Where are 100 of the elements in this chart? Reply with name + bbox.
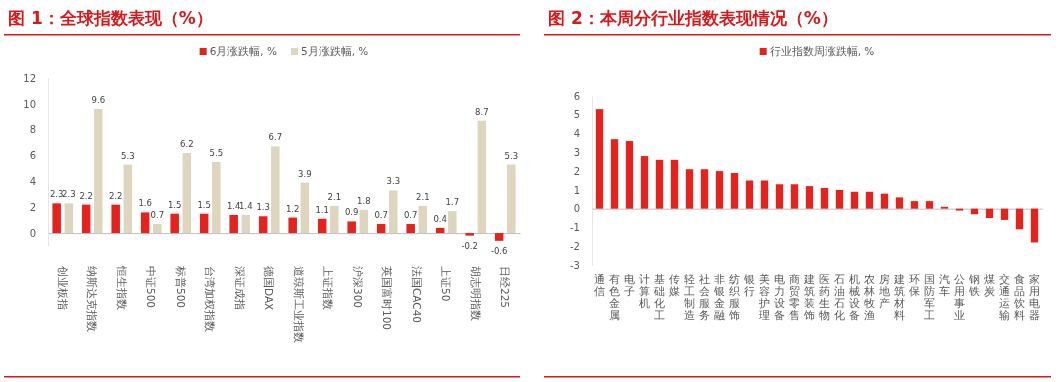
data-label: 1.2: [285, 203, 300, 214]
x-tick-label: 农林牧渔: [863, 273, 875, 321]
x-tick-label: 深证成指: [233, 266, 246, 310]
data-label: 5.3: [504, 150, 519, 161]
x-tick-label: 上证指数: [322, 266, 335, 310]
bar: [610, 139, 619, 209]
data-label: 2.2: [79, 190, 93, 201]
bar: [760, 180, 769, 209]
data-label: 3.3: [386, 176, 401, 187]
bar: [925, 201, 934, 209]
data-label: 0.4: [433, 213, 447, 224]
x-tick-label: 银行: [743, 273, 755, 297]
data-label: 8.7: [475, 106, 489, 117]
y-tick-label: -2: [570, 240, 580, 252]
bar: [805, 186, 814, 209]
chart-title: 图 1：全球指数表现（%）: [8, 8, 213, 28]
x-tick-label: 房地产: [878, 273, 890, 309]
bar: [435, 227, 445, 234]
bar: [448, 211, 457, 234]
y-tick-label: 4: [29, 176, 36, 188]
bar: [81, 204, 91, 234]
y-tick-label: 3: [573, 147, 580, 159]
bar: [111, 204, 120, 234]
data-label: 1.3: [256, 202, 270, 213]
bar: [140, 212, 150, 234]
bar: [406, 224, 415, 234]
x-tick-label: 上证50: [440, 266, 453, 302]
x-tick-label: 食品饮料: [1013, 273, 1025, 321]
bar: [300, 182, 310, 234]
data-label: -0.2: [461, 240, 478, 251]
bar: [895, 197, 904, 209]
bar: [241, 214, 251, 234]
x-tick-label: 英国富时100: [381, 266, 394, 331]
bar: [52, 203, 61, 234]
bar: [494, 233, 504, 241]
data-label: 1.4: [239, 200, 253, 211]
bar: [835, 189, 844, 209]
x-tick-label: 恒生指数: [115, 265, 128, 310]
bar: [730, 172, 739, 209]
data-label: 0.7: [403, 210, 418, 221]
legend-label: 5月涨跌幅, %: [301, 45, 369, 57]
bar: [1015, 208, 1024, 230]
bar: [359, 209, 369, 234]
y-tick-label: 6: [573, 90, 580, 102]
bar: [347, 221, 356, 234]
bar: [625, 141, 634, 209]
x-tick-label: 创业板指: [56, 266, 69, 310]
data-label: 5.5: [209, 148, 224, 158]
y-tick-label: 5: [573, 109, 580, 121]
bar: [910, 201, 919, 209]
x-tick-label: 法国CAC40: [410, 266, 423, 324]
bar: [418, 205, 428, 234]
data-label: 1.6: [138, 198, 152, 209]
bar: [820, 188, 829, 209]
data-label: 1.5: [197, 199, 211, 210]
data-label: 1.8: [357, 195, 371, 206]
bar: [655, 159, 664, 209]
bar: [715, 171, 724, 209]
x-tick-label: 医药生物: [819, 273, 830, 321]
y-tick-label: 0: [29, 227, 36, 239]
x-tick-label: 建筑材料: [893, 273, 905, 321]
bar: [775, 184, 784, 209]
bar: [745, 180, 754, 209]
x-tick-label: 交通运输: [999, 273, 1010, 321]
bar: [850, 191, 859, 209]
bar: [1000, 208, 1009, 220]
bar: [376, 224, 386, 234]
x-tick-label: 日经225: [499, 266, 512, 309]
y-tick-label: -1: [570, 222, 580, 234]
x-tick-label: 纳斯达克指数: [86, 266, 99, 332]
x-tick-label: 电力设备: [774, 273, 785, 321]
bar: [330, 205, 339, 234]
y-tick-label: 2: [573, 165, 580, 177]
data-label: 1.5: [167, 199, 182, 210]
x-tick-label: 沪深300: [351, 266, 364, 309]
x-tick-label: 基础化工: [653, 273, 665, 321]
x-tick-label: 计算机: [639, 273, 650, 309]
x-tick-label: 机械设备: [849, 273, 860, 321]
bar: [865, 191, 874, 209]
x-tick-label: 轻工制造: [684, 273, 695, 321]
bar: [640, 156, 649, 209]
bar: [985, 208, 994, 219]
x-tick-label: 德国DAX: [263, 266, 276, 311]
bar: [670, 159, 679, 209]
x-tick-label: 传媒: [669, 273, 680, 297]
x-tick-label: 汽车: [939, 273, 950, 297]
x-tick-label: 环保: [909, 273, 920, 297]
data-label: 2.3: [49, 189, 64, 200]
x-tick-label: 电子: [624, 273, 635, 297]
x-tick-label: 中证500: [145, 266, 158, 309]
x-tick-label: 煤炭: [984, 273, 995, 297]
data-label: 2.1: [327, 191, 342, 202]
data-label: 1.1: [315, 204, 329, 215]
x-tick-label: 国防军工: [924, 273, 935, 321]
bar: [317, 218, 327, 234]
bar: [123, 164, 133, 234]
bar: [258, 216, 268, 234]
data-label: 3.9: [298, 168, 312, 179]
x-tick-label: 道琼斯工业指数: [292, 266, 305, 343]
data-label: 2.1: [416, 191, 430, 202]
